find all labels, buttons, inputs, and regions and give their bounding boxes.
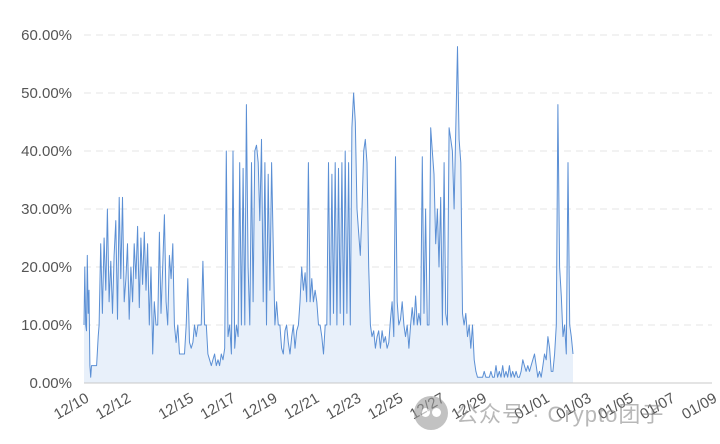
- x-tick-label: 01/09: [679, 390, 720, 423]
- y-tick-label: 60.00%: [21, 27, 72, 44]
- x-tick-label: 12/23: [323, 390, 364, 423]
- x-tick-label: 12/19: [239, 390, 280, 423]
- x-tick-label: 01/01: [512, 390, 553, 423]
- y-tick-label: 30.00%: [21, 201, 72, 218]
- y-tick-label: 20.00%: [21, 259, 72, 276]
- y-tick-label: 50.00%: [21, 85, 72, 102]
- y-tick-label: 0.00%: [29, 375, 72, 392]
- x-tick-label: 12/25: [365, 390, 406, 423]
- grid-lines: [84, 34, 712, 326]
- y-tick-label: 40.00%: [21, 143, 72, 160]
- y-axis-tick-labels: 0.00% 10.00% 20.00% 30.00% 40.00% 50.00% 60.00…: [21, 27, 72, 392]
- y-tick-label: 10.00%: [21, 317, 72, 334]
- x-tick-label: 12/12: [93, 390, 134, 423]
- series-line: [83, 46, 574, 378]
- x-tick-label: 01/05: [595, 390, 636, 423]
- plot-area: [83, 46, 574, 383]
- x-tick-label: 12/29: [449, 390, 490, 423]
- x-axis-tick-labels: 12/10 12/12 12/15 12/17 12/19 12/21 12/23 12/25…: [51, 390, 720, 423]
- x-tick-label: 12/21: [281, 390, 322, 423]
- x-tick-label: 01/03: [553, 390, 594, 423]
- x-tick-label: 01/07: [637, 390, 678, 423]
- x-tick-label: 12/15: [156, 390, 197, 423]
- x-tick-label: 12/10: [51, 390, 92, 423]
- series-area: [84, 46, 573, 383]
- x-tick-label: 12/27: [407, 390, 448, 423]
- x-tick-label: 12/17: [198, 390, 239, 423]
